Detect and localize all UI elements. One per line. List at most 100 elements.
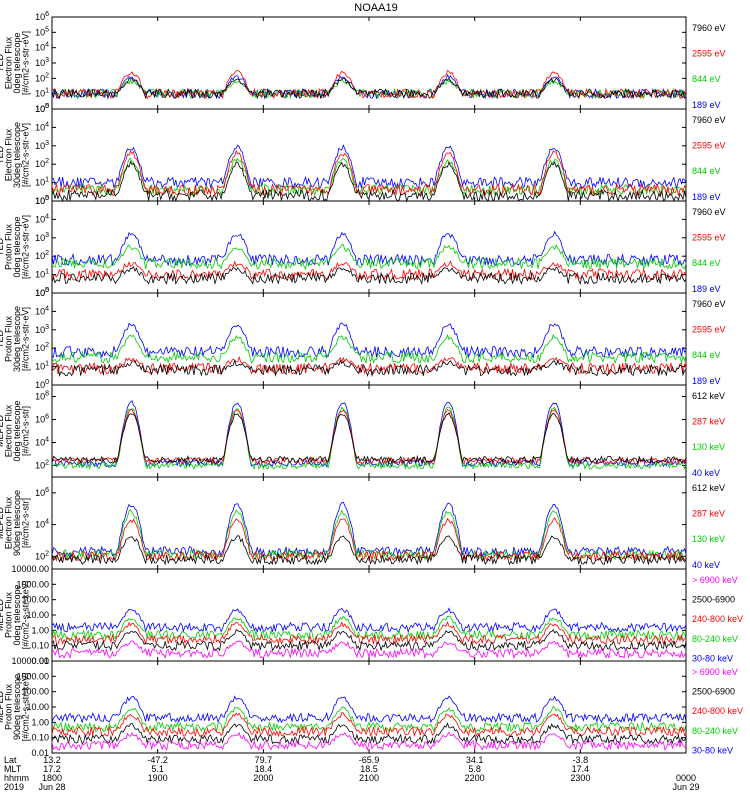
legend-entry: 130 keV: [692, 442, 725, 452]
ytick-label: 101: [35, 361, 49, 372]
series-trace: [51, 160, 687, 203]
series-trace: [51, 640, 687, 660]
series-trace: [51, 230, 687, 267]
ytick-label: 103: [35, 324, 49, 335]
row-label: Lat: [4, 755, 17, 765]
y-axis-label: MEPEDElectron Flux90deg telescope[#/cm2-…: [0, 490, 31, 556]
y-axis-label: TEDProton Flux30deg telescope[#/cm2-s-st…: [0, 306, 31, 372]
ytick-label: 100: [35, 195, 49, 206]
legend: > 6900 keV 2500-6900 240-800 keV 80-240 keV…: [692, 667, 743, 755]
tick-hhmm: 2000: [253, 773, 273, 783]
tick-lat: -3.8: [573, 755, 589, 765]
ytick-label: 103: [35, 232, 49, 243]
tick-lat: 79.7: [255, 755, 273, 765]
tick-mlt: 17.4: [572, 764, 590, 774]
legend: 612 keV 287 keV 130 keV 40 keV: [692, 483, 725, 570]
legend-entry: 287 keV: [692, 417, 725, 427]
tick-hhmm: 2200: [465, 773, 485, 783]
legend-entry: 612 keV: [692, 483, 725, 493]
series-trace: [51, 260, 687, 282]
tick-lat: 13.2: [43, 755, 61, 765]
legend-entry: 40 keV: [692, 468, 720, 478]
tick-hhmm: 1800: [42, 773, 62, 783]
series-trace: [51, 705, 687, 733]
tick-hhmm: 2100: [359, 773, 379, 783]
legend-entry: 240-800 keV: [692, 706, 743, 716]
series-trace: [51, 144, 687, 190]
legend-entry: 2595 eV: [692, 233, 726, 243]
ytick-label: 102: [35, 460, 49, 471]
panel-1: 100 101 102 103 104 105 106 TEDElectron Flux0de…: [0, 11, 726, 114]
tick-hhmm: 1900: [148, 773, 168, 783]
tick-lat: -65.9: [359, 755, 380, 765]
ytick-label: 102: [35, 342, 49, 353]
ytick-label: 103: [35, 57, 49, 68]
series-trace: [51, 535, 687, 566]
panel-6: 102 104 106 MEPEDElectron Flux90deg telesco…: [0, 476, 725, 570]
ytick-label: 0.01: [31, 656, 49, 666]
ytick-label: 1000.00: [16, 579, 49, 589]
tick-date: Jun 29: [672, 782, 699, 792]
series-trace: [51, 695, 687, 724]
tick-lat: 34.1: [466, 755, 484, 765]
legend-entry: > 6900 keV: [692, 575, 738, 585]
legend: 7960 eV 2595 eV 844 eV 189 eV: [692, 207, 726, 294]
legend-entry: 189 eV: [692, 192, 721, 202]
y-axis-label: TEDElectron Flux0deg telescope[#/cm2-s-s…: [0, 31, 31, 95]
series-trace: [51, 711, 687, 738]
panel-3: 100 101 102 103 104 105 TEDProton Flux0deg tel…: [0, 195, 726, 298]
legend: > 6900 keV 2500-6900 240-800 keV 80-240 keV…: [692, 575, 743, 663]
series-trace: [51, 412, 687, 465]
panel-2: 100 101 102 103 104 105 TEDElectron Flux30deg …: [0, 103, 726, 206]
legend-entry: 7960 eV: [692, 207, 726, 217]
tick-mlt: 17.2: [43, 764, 61, 774]
ytick-label: 100.00: [21, 595, 49, 605]
tick-hhmm: 0000: [676, 773, 696, 783]
legend-entry: 30-80 keV: [692, 745, 733, 755]
legend-entry: 844 eV: [692, 74, 721, 84]
tick-hhmm: 2300: [570, 773, 590, 783]
tick-lat: -47.2: [147, 755, 168, 765]
ytick-label: 101: [35, 269, 49, 280]
ytick-label: 104: [35, 121, 49, 132]
ytick-label: 105: [35, 287, 49, 298]
legend: 7960 eV 2595 eV 844 eV 189 eV: [692, 23, 726, 110]
ytick-label: 1000.00: [16, 671, 49, 681]
series-trace: [51, 408, 687, 466]
y-axis-label: MEPEDProton Flux90deg telescope[#/cm2-s-…: [0, 673, 31, 742]
panel-frame: [51, 200, 687, 294]
legend: 612 keV 287 keV 130 keV 40 keV: [692, 391, 725, 478]
ytick-label: 104: [35, 437, 49, 448]
row-label: 2019: [4, 782, 24, 792]
legend-entry: 80-240 keV: [692, 726, 738, 736]
tick-mlt: 18.4: [255, 764, 273, 774]
y-axis-label: MEPEDElectron Flux0deg telescope[#/cm2-s…: [0, 400, 31, 461]
legend: 7960 eV 2595 eV 844 eV 189 eV: [692, 115, 726, 202]
legend-entry: 189 eV: [692, 376, 721, 386]
ytick-label: 1.00: [31, 625, 49, 635]
ytick-label: 106: [35, 414, 49, 425]
ytick-label: 10000.00: [11, 564, 49, 574]
tick-mlt: 5.8: [468, 764, 481, 774]
series-trace: [51, 333, 687, 365]
ytick-label: 103: [35, 140, 49, 151]
legend-entry: 130 keV: [692, 534, 725, 544]
legend-entry: 287 keV: [692, 509, 725, 519]
legend-entry: 2595 eV: [692, 141, 726, 151]
y-axis-label: TEDProton Flux0deg telescope[#/cm2-s-str…: [0, 215, 31, 279]
ytick-label: 100: [35, 103, 49, 114]
ytick-label: 10.00: [26, 702, 49, 712]
series-trace: [51, 69, 687, 100]
ytick-label: 102: [35, 158, 49, 169]
ytick-label: 106: [35, 487, 49, 498]
legend-entry: 240-800 keV: [692, 614, 743, 624]
series-trace: [51, 629, 687, 652]
ytick-label: 104: [35, 519, 49, 530]
legend-entry: 2595 eV: [692, 49, 726, 59]
ytick-label: 100: [35, 287, 49, 298]
series-trace: [51, 149, 687, 197]
row-label: MLT: [4, 764, 22, 774]
series-trace: [51, 621, 687, 646]
